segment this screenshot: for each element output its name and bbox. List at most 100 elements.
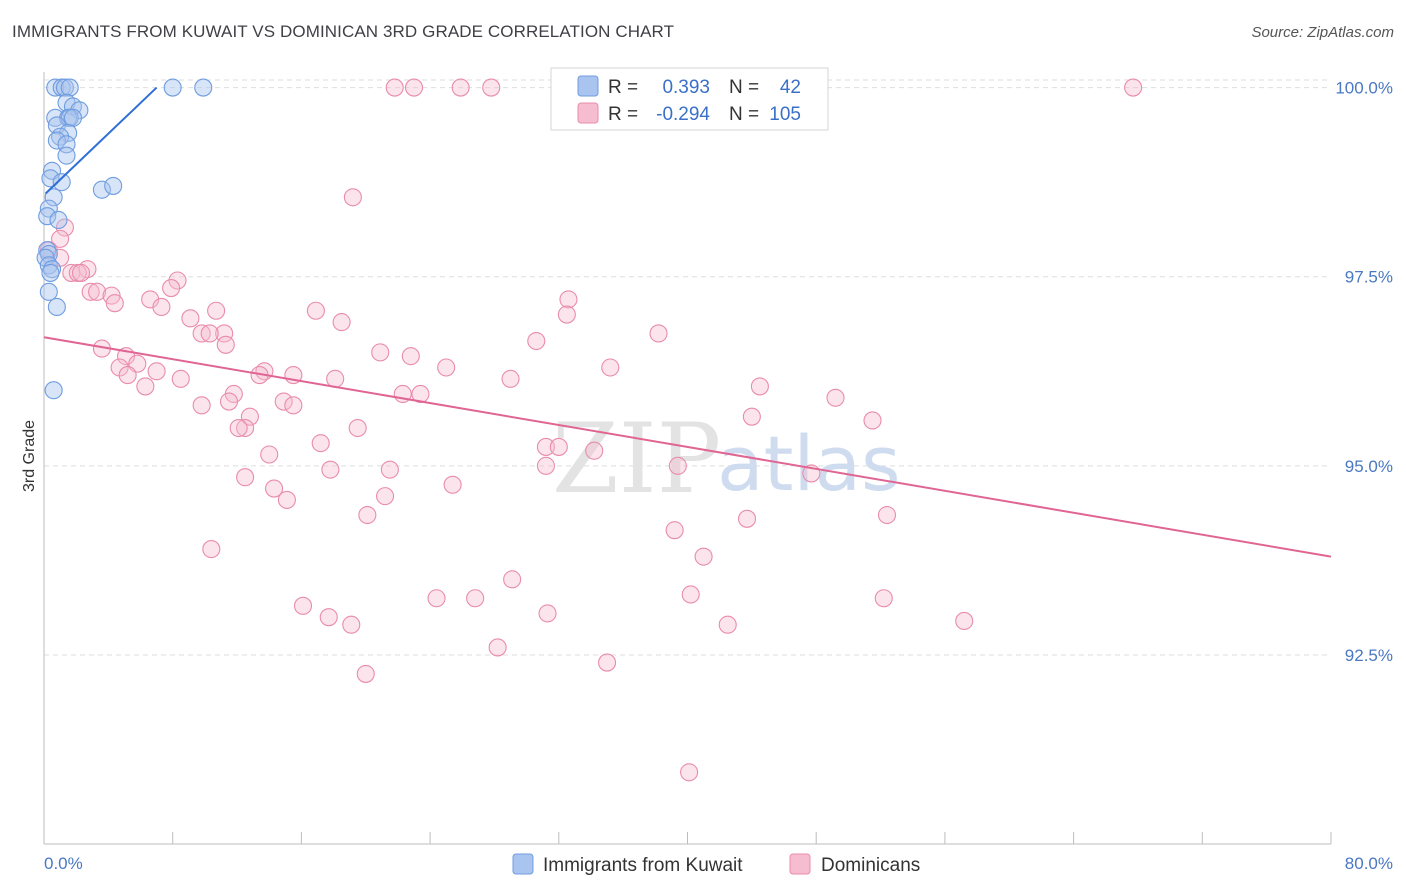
kuwait-point — [49, 210, 68, 230]
series-legend: Immigrants from Kuwait Dominicans — [512, 853, 920, 876]
legend-swatch-kuwait — [577, 75, 599, 97]
dominicans-point — [501, 369, 520, 388]
dominicans-point — [215, 324, 234, 343]
correlation-legend: R = 0.393 N = 42 R = -0.294 N = 105 — [550, 67, 829, 131]
dominicans-point — [216, 335, 235, 354]
dominicans-point — [260, 445, 279, 464]
kuwait-point — [44, 188, 63, 207]
dominicans-point — [168, 271, 187, 290]
data-points — [36, 78, 1143, 782]
legend-r-value-dominicans: -0.294 — [656, 104, 710, 125]
series-kuwait-points — [36, 78, 213, 400]
dominicans-point — [750, 377, 769, 396]
kuwait-point — [38, 207, 57, 226]
dominicans-point — [326, 369, 345, 388]
legend-item-kuwait-swatch — [512, 853, 534, 875]
legend-n-value-kuwait: 42 — [780, 77, 801, 98]
kuwait-point — [41, 263, 60, 282]
dominicans-point — [737, 509, 757, 528]
dominicans-point — [105, 294, 124, 313]
kuwait-point — [46, 78, 65, 97]
dominicans-point — [401, 347, 420, 366]
legend-item-kuwait-label: Immigrants from Kuwait — [543, 855, 743, 876]
dominicans-point — [152, 297, 171, 317]
dominicans-point — [538, 604, 557, 623]
dominicans-point — [451, 78, 470, 97]
x-tick-label-max: 80.0% — [1345, 854, 1393, 873]
dominicans-point — [293, 596, 313, 615]
dominicans-point — [718, 615, 737, 634]
dominicans-point — [385, 78, 404, 97]
kuwait-point — [104, 176, 123, 195]
dominicans-point — [877, 505, 897, 525]
source-label: Source: ZipAtlas.com — [1251, 24, 1394, 41]
dominicans-point — [332, 313, 351, 332]
dominicans-point — [236, 418, 255, 438]
dominicans-point — [274, 392, 293, 411]
dominicans-point — [88, 282, 107, 301]
dominicans-point — [207, 301, 226, 320]
dominicans-point — [236, 468, 255, 487]
trendline-kuwait — [44, 86, 158, 195]
dominicans-point — [527, 331, 546, 351]
dominicans-point — [598, 653, 617, 672]
dominicans-point — [380, 460, 399, 479]
y-tick-labels: 92.5% 95.0% 97.5% 100.0% — [1335, 79, 1393, 665]
dominicans-point — [559, 290, 578, 309]
dominicans-point — [536, 456, 555, 475]
kuwait-point — [63, 108, 83, 127]
x-tick-labels: 0.0% 80.0% — [44, 854, 1393, 873]
watermark-atlas: atlas — [717, 419, 901, 508]
legend-n-value-dominicans: 105 — [769, 104, 801, 125]
dominicans-point — [321, 460, 340, 479]
kuwait-point — [194, 78, 213, 97]
dominicans-point — [348, 418, 367, 438]
dominicans-point — [162, 279, 181, 298]
kuwait-point — [92, 180, 111, 199]
dominicans-point — [488, 638, 507, 657]
kuwait-point — [57, 146, 76, 165]
legend-item-dominicans-swatch — [789, 853, 811, 875]
dominicans-point — [358, 505, 377, 525]
dominicans-point — [284, 396, 303, 415]
dominicans-point — [319, 608, 338, 627]
dominicans-point — [376, 487, 395, 506]
dominicans-point — [427, 589, 446, 608]
dominicans-point — [404, 78, 424, 97]
dominicans-point — [874, 589, 893, 608]
dominicans-point — [343, 188, 362, 207]
y-tick-label: 100.0% — [1335, 79, 1393, 98]
dominicans-point — [955, 611, 974, 631]
dominicans-point — [342, 615, 361, 634]
kuwait-point — [52, 173, 71, 192]
kuwait-point — [55, 78, 74, 97]
dominicans-point — [219, 392, 239, 411]
dominicans-point — [411, 384, 430, 404]
gridlines — [44, 79, 1331, 656]
y-tick-label: 95.0% — [1345, 457, 1393, 476]
legend-r-label-2: R = — [608, 104, 638, 125]
dominicans-point — [466, 589, 485, 608]
dominicans-point — [51, 229, 70, 248]
y-tick-label: 97.5% — [1345, 268, 1393, 287]
dominicans-point — [171, 369, 190, 388]
dominicans-point — [680, 763, 699, 782]
dominicans-point — [240, 407, 259, 426]
trendline-dominicans — [43, 336, 1332, 558]
dominicans-point — [181, 309, 200, 328]
dominicans-point — [356, 664, 375, 683]
kuwait-point — [39, 282, 58, 301]
dominicans-point — [601, 358, 620, 377]
dominicans-point — [265, 479, 284, 498]
y-axis-title: 3rd Grade — [21, 420, 38, 492]
kuwait-point — [44, 381, 63, 400]
dominicans-point — [668, 456, 687, 475]
dominicans-point — [649, 324, 668, 343]
dominicans-point — [863, 411, 882, 430]
legend-r-value-kuwait: 0.393 — [662, 77, 710, 98]
trendlines — [43, 86, 1332, 558]
dominicans-point — [443, 475, 462, 494]
kuwait-point — [47, 131, 66, 150]
dominicans-point — [1124, 78, 1143, 97]
